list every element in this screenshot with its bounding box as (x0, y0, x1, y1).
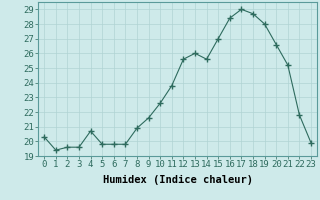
X-axis label: Humidex (Indice chaleur): Humidex (Indice chaleur) (103, 175, 252, 185)
